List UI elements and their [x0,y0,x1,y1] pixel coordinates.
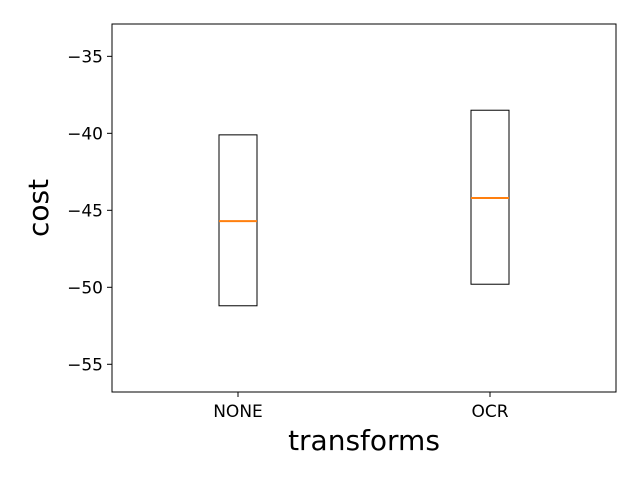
boxes [218,109,510,307]
y-axis-label: cost [22,179,55,237]
y-axis: −55 −50 −45 −40 −35 [67,47,112,375]
y-tick-label: −50 [67,278,103,298]
y-tick-label: −55 [67,355,103,375]
y-tick-label: −35 [67,47,103,67]
x-axis-label: transforms [288,424,440,457]
x-tick-label: OCR [471,402,508,422]
plot-frame [111,23,617,393]
y-tick-label: −40 [67,124,103,144]
y-tick-label: −45 [67,201,103,221]
x-axis: NONE OCR [213,392,509,422]
x-tick-label: NONE [213,402,263,422]
